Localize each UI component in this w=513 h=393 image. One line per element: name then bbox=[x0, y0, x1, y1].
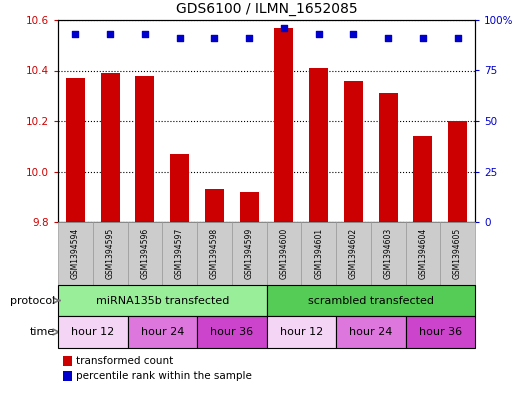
Bar bbox=[232, 222, 266, 285]
Title: GDS6100 / ILMN_1652085: GDS6100 / ILMN_1652085 bbox=[175, 2, 358, 16]
Text: GSM1394603: GSM1394603 bbox=[384, 228, 392, 279]
Bar bbox=[266, 285, 475, 316]
Text: transformed count: transformed count bbox=[76, 356, 174, 365]
Bar bbox=[448, 121, 467, 222]
Bar bbox=[413, 136, 432, 222]
Bar bbox=[344, 81, 363, 222]
Text: hour 24: hour 24 bbox=[141, 327, 184, 337]
Bar bbox=[58, 222, 93, 285]
Bar bbox=[128, 222, 162, 285]
Bar bbox=[274, 28, 293, 222]
Bar bbox=[336, 316, 405, 348]
Bar bbox=[135, 75, 154, 222]
Text: GSM1394598: GSM1394598 bbox=[210, 228, 219, 279]
Bar bbox=[405, 222, 440, 285]
Bar bbox=[205, 189, 224, 222]
Bar bbox=[58, 285, 266, 316]
Bar bbox=[240, 192, 259, 222]
Text: GSM1394600: GSM1394600 bbox=[280, 228, 288, 279]
Text: hour 36: hour 36 bbox=[419, 327, 462, 337]
Text: GSM1394596: GSM1394596 bbox=[141, 228, 149, 279]
Bar bbox=[170, 154, 189, 222]
Bar bbox=[66, 78, 85, 222]
Text: percentile rank within the sample: percentile rank within the sample bbox=[76, 371, 252, 381]
Text: GSM1394594: GSM1394594 bbox=[71, 228, 80, 279]
Text: GSM1394602: GSM1394602 bbox=[349, 228, 358, 279]
Text: scrambled transfected: scrambled transfected bbox=[308, 296, 434, 305]
Text: time: time bbox=[30, 327, 55, 337]
Text: miRNA135b transfected: miRNA135b transfected bbox=[95, 296, 229, 305]
Text: GSM1394604: GSM1394604 bbox=[419, 228, 427, 279]
Text: protocol: protocol bbox=[10, 296, 55, 305]
Bar bbox=[266, 316, 336, 348]
Bar bbox=[309, 68, 328, 222]
Text: GSM1394595: GSM1394595 bbox=[106, 228, 114, 279]
Text: hour 24: hour 24 bbox=[349, 327, 392, 337]
Point bbox=[71, 31, 80, 37]
Bar bbox=[379, 93, 398, 222]
Bar bbox=[128, 316, 197, 348]
Text: hour 12: hour 12 bbox=[71, 327, 114, 337]
Text: hour 12: hour 12 bbox=[280, 327, 323, 337]
Text: GSM1394597: GSM1394597 bbox=[175, 228, 184, 279]
Bar bbox=[440, 222, 475, 285]
Point bbox=[280, 25, 288, 31]
Point bbox=[314, 31, 323, 37]
Point bbox=[175, 35, 184, 41]
Bar bbox=[93, 222, 128, 285]
Text: GSM1394599: GSM1394599 bbox=[245, 228, 253, 279]
Point bbox=[141, 31, 149, 37]
Bar bbox=[101, 73, 120, 222]
Text: GSM1394601: GSM1394601 bbox=[314, 228, 323, 279]
Point bbox=[419, 35, 427, 41]
Point bbox=[384, 35, 392, 41]
Bar bbox=[162, 222, 197, 285]
Bar bbox=[266, 222, 301, 285]
Bar bbox=[371, 222, 405, 285]
Point bbox=[349, 31, 358, 37]
Point bbox=[453, 35, 462, 41]
Bar bbox=[197, 316, 266, 348]
Point bbox=[106, 31, 114, 37]
Bar bbox=[405, 316, 475, 348]
Point bbox=[210, 35, 219, 41]
Text: GSM1394605: GSM1394605 bbox=[453, 228, 462, 279]
Bar bbox=[197, 222, 232, 285]
Point bbox=[245, 35, 253, 41]
Text: hour 36: hour 36 bbox=[210, 327, 253, 337]
Bar bbox=[301, 222, 336, 285]
Bar bbox=[336, 222, 371, 285]
Bar bbox=[58, 316, 128, 348]
